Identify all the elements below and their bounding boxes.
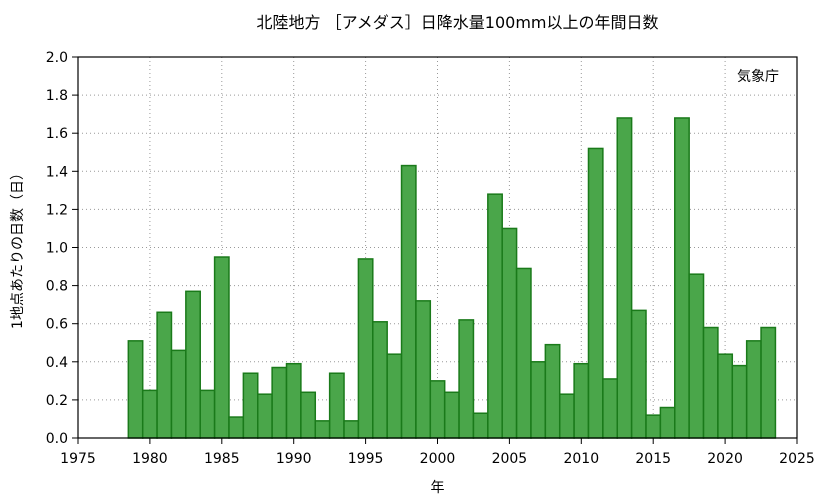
y-tick-label: 1.2	[46, 202, 68, 218]
bar-2021	[731, 364, 748, 439]
axis-ticks	[72, 56, 798, 444]
bar-2013	[616, 117, 633, 439]
bar-1984	[199, 389, 216, 439]
bar-2007	[530, 361, 547, 439]
bars	[127, 117, 777, 439]
bar-2004	[487, 193, 503, 439]
x-tick-label: 1985	[204, 451, 240, 467]
bar-2003	[472, 412, 489, 439]
bar-2015	[645, 414, 662, 439]
bar-2002	[458, 319, 475, 439]
bar-1997	[386, 353, 403, 439]
bar-1998	[400, 164, 417, 439]
bar-1999	[415, 300, 432, 439]
bar-1989	[271, 366, 288, 439]
bar-2023	[760, 326, 777, 439]
bar-2006	[515, 267, 532, 439]
x-tick-label: 1975	[60, 451, 96, 467]
bar-1995	[357, 258, 374, 439]
bar-2018	[688, 273, 705, 439]
bar-1994	[343, 420, 360, 439]
bar-1987	[242, 372, 259, 439]
bar-1980	[141, 389, 158, 439]
x-tick-label: 2025	[779, 451, 815, 467]
y-tick-label: 0.8	[46, 279, 68, 295]
bar-1993	[328, 372, 345, 439]
y-tick-labels: 0.0 0.2 0.4 0.6 0.8 1.0 1.2 1.4 1.6 1.8 2.0	[46, 50, 68, 447]
y-tick-label: 1.0	[46, 241, 68, 257]
bar-1988	[257, 393, 273, 439]
y-tick-label: 0.4	[46, 355, 68, 371]
source-annotation: 気象庁	[737, 69, 779, 85]
x-tick-label: 1995	[348, 451, 384, 467]
y-tick-label: 0.2	[46, 393, 68, 409]
bar-2012	[602, 378, 618, 439]
y-tick-label: 1.8	[46, 88, 68, 104]
bar-1992	[314, 420, 331, 439]
x-tick-label: 1980	[132, 451, 168, 467]
bar-1985	[213, 256, 230, 439]
y-tick-label: 1.4	[46, 164, 68, 180]
x-tick-label: 2005	[492, 451, 528, 467]
bar-2010	[573, 362, 590, 439]
x-tick-label: 2000	[420, 451, 456, 467]
bar-1983	[185, 290, 201, 439]
bar-1981	[156, 311, 173, 439]
y-tick-label: 1.6	[46, 126, 68, 142]
bar-2008	[544, 343, 561, 439]
bar-1996	[372, 321, 388, 439]
y-tick-label: 0.6	[46, 317, 68, 333]
bar-2022	[745, 340, 762, 439]
y-tick-label: 2.0	[46, 50, 68, 66]
x-axis-label: 年	[431, 480, 445, 496]
x-tick-label: 2010	[563, 451, 599, 467]
bar-1991	[300, 391, 317, 439]
bar-1979	[127, 340, 144, 439]
y-tick-label: 0.0	[46, 431, 68, 447]
bar-1986	[228, 416, 245, 439]
x-tick-label: 1990	[276, 451, 312, 467]
x-tick-labels: 1975 1980 1985 1990 1995 2000 2005 2010 2015 2020…	[60, 451, 815, 467]
chart-title: 北陸地方 ［アメダス］日降水量100mm以上の年間日数	[257, 13, 659, 32]
bar-1990	[285, 362, 302, 439]
bar-2011	[587, 147, 604, 439]
bar-2000	[429, 380, 446, 439]
bar-2016	[659, 406, 676, 439]
bar-2020	[717, 353, 734, 439]
bar-2017	[674, 117, 690, 439]
bar-2005	[501, 227, 518, 439]
bar-2019	[702, 326, 719, 439]
y-axis-label: 1地点あたりの日数（日）	[10, 166, 26, 329]
bar-2014	[630, 309, 647, 439]
x-tick-label: 2015	[635, 451, 671, 467]
x-tick-label: 2020	[707, 451, 743, 467]
bar-1982	[170, 349, 187, 439]
bar-2009	[558, 393, 575, 439]
bar-2001	[443, 391, 460, 439]
